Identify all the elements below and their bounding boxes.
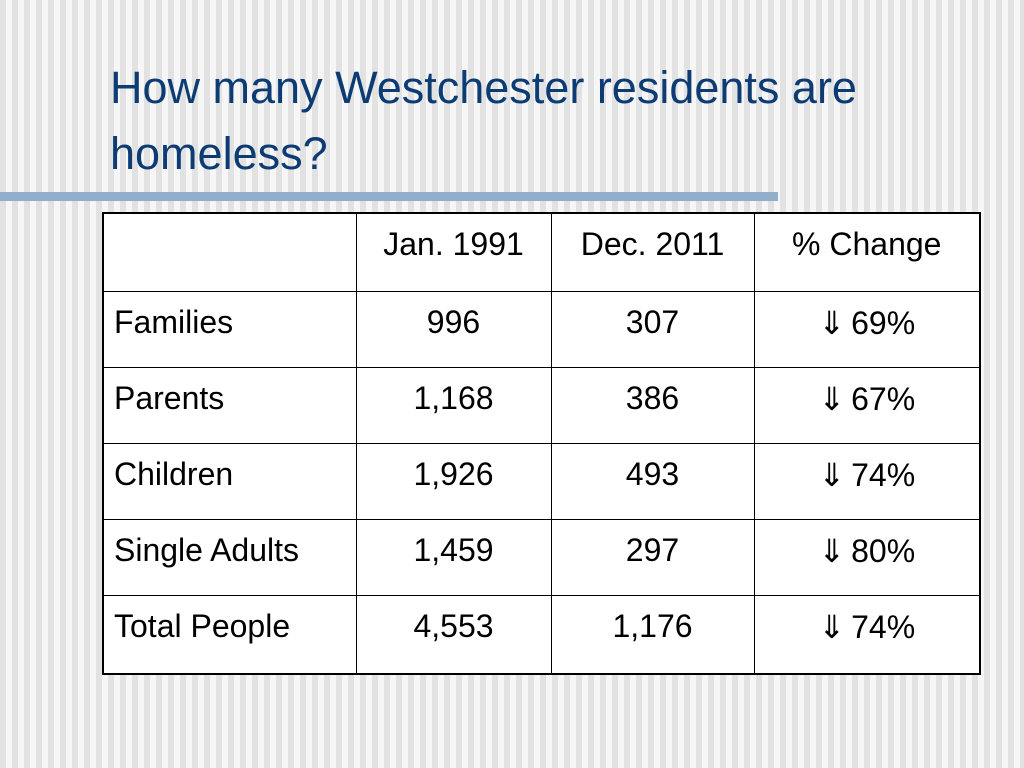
dec-2011-value: 1,176 (550, 594, 755, 675)
title-underline (0, 192, 778, 201)
percent-change-value: 74% (851, 608, 916, 645)
down-arrow-icon: ⇓ (818, 608, 846, 645)
dec-2011-value: 307 (550, 290, 755, 368)
percent-change-value: 74% (851, 456, 916, 493)
percent-change-value: 67% (851, 380, 916, 417)
jan-1991-value: 996 (355, 290, 552, 368)
percent-change-cell: ⇓ 74% (753, 594, 981, 675)
header-jan-1991: Jan. 1991 (355, 212, 552, 292)
header-empty-cell (102, 212, 357, 292)
header-dec-2011: Dec. 2011 (550, 212, 755, 292)
row-label: Families (102, 290, 357, 368)
row-label: Children (102, 442, 357, 520)
row-label: Total People (102, 594, 357, 675)
table-row: Total People 4,553 1,176 ⇓ 74% (102, 594, 981, 675)
jan-1991-value: 1,459 (355, 518, 552, 596)
percent-change-cell: ⇓ 80% (753, 518, 981, 596)
dec-2011-value: 493 (550, 442, 755, 520)
table-row: Families 996 307 ⇓ 69% (102, 290, 981, 368)
percent-change-cell: ⇓ 74% (753, 442, 981, 520)
jan-1991-value: 1,168 (355, 366, 552, 444)
dec-2011-value: 297 (550, 518, 755, 596)
table-header-row: Jan. 1991 Dec. 2011 % Change (102, 212, 981, 292)
table-row: Single Adults 1,459 297 ⇓ 80% (102, 518, 981, 596)
jan-1991-value: 4,553 (355, 594, 552, 675)
percent-change-cell: ⇓ 67% (753, 366, 981, 444)
down-arrow-icon: ⇓ (818, 304, 846, 341)
down-arrow-icon: ⇓ (818, 532, 846, 569)
table-row: Parents 1,168 386 ⇓ 67% (102, 366, 981, 444)
percent-change-cell: ⇓ 69% (753, 290, 981, 368)
percent-change-value: 69% (851, 304, 916, 341)
header-percent-change: % Change (753, 212, 981, 292)
percent-change-value: 80% (851, 532, 916, 569)
homeless-table: Jan. 1991 Dec. 2011 % Change Families 99… (102, 212, 981, 675)
slide-title: How many Westchester residents are homel… (110, 62, 857, 179)
row-label: Single Adults (102, 518, 357, 596)
table-row: Children 1,926 493 ⇓ 74% (102, 442, 981, 520)
down-arrow-icon: ⇓ (818, 456, 846, 493)
row-label: Parents (102, 366, 357, 444)
jan-1991-value: 1,926 (355, 442, 552, 520)
down-arrow-icon: ⇓ (818, 380, 846, 417)
dec-2011-value: 386 (550, 366, 755, 444)
